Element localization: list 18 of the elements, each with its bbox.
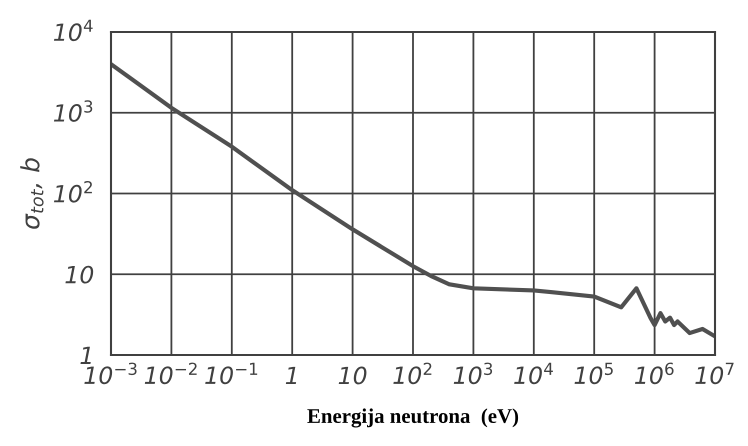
- x-tick-label: 10$^{−1}$: [205, 362, 258, 384]
- x-tick-label: 10$^{5}$: [574, 362, 613, 384]
- x-tick-label: 10$^{−2}$: [144, 362, 197, 384]
- y-tick-label: 10$^{3}$: [54, 100, 92, 122]
- x-tick-label: 10$^{3}$: [454, 362, 492, 384]
- x-tick-label: 10$^{2}$: [393, 362, 432, 384]
- x-tick-label: 10$^{7}$: [695, 362, 734, 384]
- x-tick-label: 1: [286, 366, 296, 384]
- x-tick-label: 10: [338, 366, 366, 384]
- x-tick-label: 10$^{6}$: [634, 362, 674, 384]
- y-tick-label: 10$^{2}$: [54, 180, 92, 203]
- y-tick-label: 1: [80, 346, 91, 364]
- x-axis-title: Energija neutrona (eV): [307, 408, 518, 428]
- y-tick-label: 10: [65, 266, 94, 284]
- x-tick-label: 10$^{4}$: [514, 362, 553, 384]
- y-tick-label: 10$^{4}$: [54, 20, 93, 42]
- y-axis-title: σ$_{tot}$, b: [20, 158, 44, 229]
- x-tick-label: 10$^{−3}$: [84, 362, 137, 384]
